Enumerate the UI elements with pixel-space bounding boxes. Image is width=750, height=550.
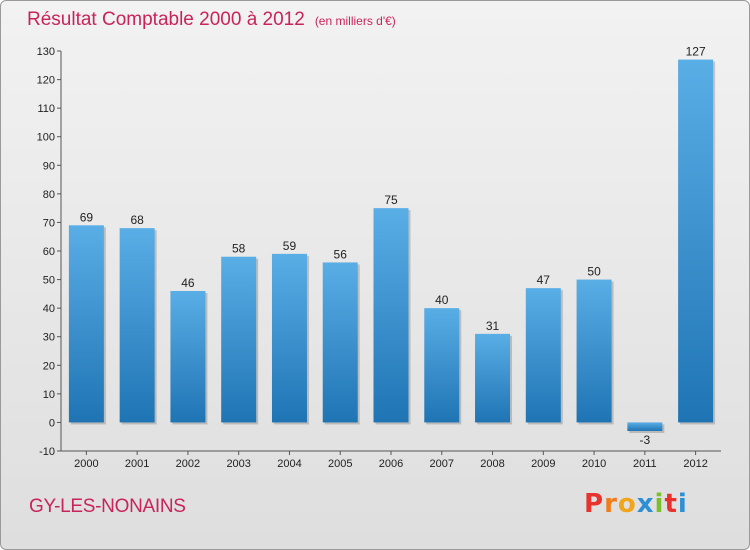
chart-subtitle: (en milliers d'€) bbox=[314, 14, 396, 28]
bar bbox=[525, 288, 561, 423]
data-label: 59 bbox=[283, 239, 297, 253]
chart-title: Résultat Comptable 2000 à 2012 (en millie… bbox=[27, 9, 396, 31]
y-tick-label: 80 bbox=[43, 189, 55, 201]
bars bbox=[68, 59, 716, 433]
y-tick-label: 60 bbox=[43, 246, 55, 258]
bar bbox=[119, 228, 155, 423]
x-tick-label: 2003 bbox=[226, 458, 250, 470]
x-tick-label: 2007 bbox=[430, 458, 454, 470]
data-label: 75 bbox=[384, 193, 398, 207]
y-tick-label: 0 bbox=[49, 417, 55, 429]
data-label: 46 bbox=[181, 276, 195, 290]
bar bbox=[170, 291, 206, 423]
x-tick-label: 2012 bbox=[683, 458, 707, 470]
logo-letter: P bbox=[584, 489, 605, 519]
bar bbox=[322, 262, 358, 423]
y-tick-label: 90 bbox=[43, 160, 55, 172]
y-tick-label: 130 bbox=[37, 46, 55, 58]
logo-letter: t bbox=[664, 489, 678, 519]
data-label: 68 bbox=[130, 213, 144, 227]
y-tick-label: 70 bbox=[43, 217, 55, 229]
data-label: 40 bbox=[435, 293, 449, 307]
x-tick-label: 2010 bbox=[582, 458, 606, 470]
y-tick-label: 120 bbox=[37, 75, 55, 87]
data-label: -3 bbox=[640, 433, 651, 447]
y-tick-label: 30 bbox=[43, 332, 55, 344]
y-tick-label: 40 bbox=[43, 303, 55, 315]
bar bbox=[576, 279, 612, 423]
data-labels: 69 68 46 58 59 56 75 40 31 47 50 -3 127 bbox=[80, 45, 706, 447]
data-label: 69 bbox=[80, 210, 94, 224]
x-tick-label: 2005 bbox=[328, 458, 352, 470]
y-tick-label: 20 bbox=[43, 360, 55, 372]
logo-letter: x bbox=[636, 489, 655, 519]
chart-title-text: Résultat Comptable 2000 à 2012 bbox=[27, 9, 305, 30]
bar bbox=[271, 253, 307, 423]
logo-letter: i bbox=[654, 489, 665, 519]
y-tick-label: 110 bbox=[37, 103, 55, 115]
proxiti-logo: Proxiti bbox=[584, 489, 688, 519]
y-tick-label: 50 bbox=[43, 275, 55, 287]
x-tick-label: 2002 bbox=[176, 458, 200, 470]
axes: -10 0 10 20 30 40 50 60 70 80 90 100 110 120 130 2000 20… bbox=[37, 46, 721, 470]
x-tick-label: 2001 bbox=[125, 458, 149, 470]
bar bbox=[373, 208, 409, 423]
x-tick-label: 2006 bbox=[379, 458, 403, 470]
logo-letter: r bbox=[604, 489, 618, 519]
bar bbox=[424, 308, 460, 423]
place-name: GY-LES-NONAINS bbox=[29, 496, 186, 517]
y-tick-label: 100 bbox=[37, 132, 55, 144]
logo-letter: i bbox=[677, 489, 688, 519]
bar bbox=[627, 422, 663, 431]
y-tick-label: -10 bbox=[39, 446, 55, 458]
data-label: 56 bbox=[334, 247, 348, 261]
bar bbox=[475, 333, 511, 423]
data-label: 31 bbox=[486, 319, 500, 333]
logo-letter: o bbox=[617, 489, 637, 519]
bar bbox=[68, 225, 104, 423]
data-label: 58 bbox=[232, 242, 246, 256]
x-tick-label: 2004 bbox=[277, 458, 301, 470]
data-label: 50 bbox=[587, 265, 601, 279]
x-tick-label: 2009 bbox=[531, 458, 555, 470]
x-tick-label: 2011 bbox=[633, 458, 657, 470]
bar bbox=[678, 59, 714, 423]
bar bbox=[221, 256, 257, 423]
data-label: 127 bbox=[686, 45, 706, 59]
x-tick-label: 2008 bbox=[480, 458, 504, 470]
x-tick-label: 2000 bbox=[74, 458, 98, 470]
data-label: 47 bbox=[537, 273, 551, 287]
y-tick-label: 10 bbox=[43, 389, 55, 401]
